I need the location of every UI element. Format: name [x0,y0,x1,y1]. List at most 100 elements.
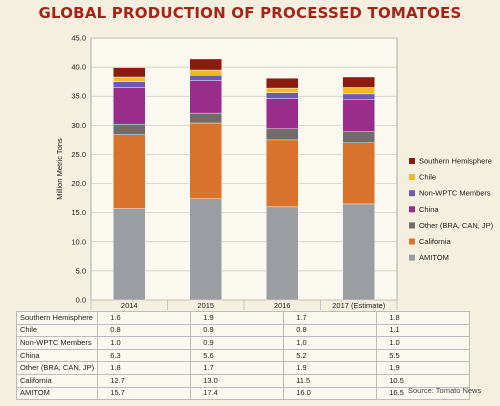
table-cell: 1.9 [190,311,285,325]
table-row: Other (BRA, CAN, JP) 1.8 1.7 1.9 1.9 [15,361,471,375]
bar-segment-4 [266,98,299,130]
y-tick-label: 15.0 [71,208,86,217]
bar-segment-1 [342,203,375,301]
legend-swatch [409,238,415,245]
bar-segment-7 [189,58,222,71]
bar-segment-6 [113,76,146,82]
table-cell: 17.4 [190,386,285,401]
table-cell: 0.8 [283,323,378,338]
bar-segment-2 [189,122,222,199]
table-cell: 11.5 [283,373,378,388]
bar-segment-6 [189,69,222,76]
table-cell: 1.0 [283,336,378,350]
x-tick-label: 2015 [197,301,214,310]
table-row-label: Chile [15,323,99,338]
table-cell: 1.7 [190,361,285,375]
y-tick-label: 35.0 [71,92,86,101]
table-cell: 1.6 [97,311,192,325]
table-row: Southern Hemisphere 1.6 1.9 1.7 1.8 [15,311,471,325]
table-row-label: Non-WPTC Members [15,336,99,350]
legend-swatch [409,190,415,197]
table-cell: 12.7 [97,373,192,388]
legend-swatch [409,158,415,164]
table-cell: 0.8 [97,323,192,338]
table-cell: 5.5 [376,348,471,363]
bar-segment-1 [266,206,299,301]
table-row: China 6.3 5.6 5.2 5.5 [15,348,471,363]
legend-swatch [409,254,415,261]
bar-segment-1 [189,198,222,301]
bar-segment-2 [113,134,146,209]
bar-segment-2 [342,142,375,205]
table-row: Non-WPTC Members 1.0 0.9 1.0 1.0 [15,336,471,350]
bar-segment-4 [189,80,222,114]
chart-title: GLOBAL PRODUCTION OF PROCESSED TOMATOES [38,4,462,22]
table-row-label: Other (BRA, CAN, JP) [15,361,99,375]
bar-segment-3 [113,123,146,135]
legend-swatch [409,174,415,181]
bar-segment-3 [189,112,222,124]
y-axis-label: Million Metric Tons [55,138,64,200]
table-cell: 1.0 [97,336,192,350]
source-note: Source: Tomato News [408,386,482,395]
bar-segment-7 [342,76,375,88]
table-row-label: AMITOM [15,386,99,401]
table-cell: 1.8 [97,361,192,375]
table-cell: 5.6 [190,348,285,363]
bar-segment-5 [189,75,222,81]
table-cell: 1.8 [376,311,471,325]
table-cell: 1.1 [376,323,471,338]
table-cell: 0.9 [190,323,285,338]
y-tick-label: 45.0 [71,34,86,43]
y-tick-label: 20.0 [71,179,86,188]
table-cell: 5.2 [283,348,378,363]
bar-segment-5 [266,92,299,99]
table-cell: 1.9 [283,361,378,375]
bar-segment-7 [113,67,146,78]
table-cell: 6.3 [97,348,192,363]
data-table: Southern Hemisphere 1.6 1.9 1.7 1.8 Chile 0.8 0… [15,311,471,401]
legend-swatch [409,222,415,229]
bar-segment-1 [113,208,146,301]
legend-label: Other (BRA, CAN, JP) [419,221,494,230]
table-row: California 12.7 13.0 11.5 10.5 [15,373,471,388]
bar-segment-6 [342,87,375,95]
legend-label: Southern Hemisphere [419,157,492,166]
y-tick-label: 25.0 [71,150,86,159]
table-cell: 16.5 [376,386,471,401]
table-row: AMITOM 15.7 17.4 16.0 16.5 [15,386,471,401]
table-cell: 15.7 [97,386,192,401]
bar-segment-4 [342,99,375,132]
x-tick-label: 2017 (Estimate) [332,301,385,310]
table-cell: 16.0 [283,386,378,401]
y-tick-label: 10.0 [71,237,86,246]
table-row-label: Southern Hemisphere [15,311,99,325]
bar-segment-6 [266,87,299,93]
table-row-label: China [15,348,99,363]
table-row-label: California [15,373,99,388]
legend-label: Chile [419,173,436,182]
bar-segment-5 [342,93,375,100]
x-tick-label: 2014 [121,301,138,310]
bar-segment-5 [113,81,146,88]
table-row: Chile 0.8 0.9 0.8 1.1 [15,323,471,338]
bar-segment-2 [266,139,299,208]
bar-segment-7 [266,77,299,89]
legend-label: China [419,205,439,214]
x-tick-label: 2016 [274,301,291,310]
table-cell: 0.9 [190,336,285,350]
y-tick-label: 40.0 [71,63,86,72]
table-cell: 1.7 [283,311,378,325]
legend-label: California [419,237,452,246]
legend-label: Non-WPTC Members [419,189,491,198]
table-cell: 1.9 [376,361,471,375]
y-tick-label: 30.0 [71,121,86,130]
table-cell: 13.0 [190,373,285,388]
y-tick-label: 5.0 [76,266,86,275]
table-cell: 1.0 [376,336,471,350]
legend-label: AMITOM [419,253,449,262]
bar-segment-4 [113,87,146,125]
legend-swatch [409,206,415,213]
bar-segment-3 [342,131,375,144]
